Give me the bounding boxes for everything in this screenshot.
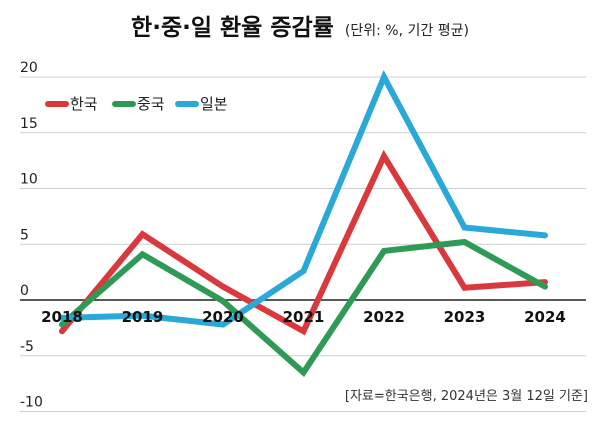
- chart-title-group: 한·중·일 환율 증감률 (단위: %, 기간 평균): [131, 15, 469, 41]
- chart-title: 한·중·일 환율 증감률: [131, 15, 334, 41]
- y-tick-label: 10: [20, 172, 38, 188]
- source-note: [자료=한국은행, 2024년은 3월 12일 기준]: [345, 388, 588, 404]
- y-axis-ticks: 20 15 10 5 0 -5 -10: [20, 60, 43, 411]
- x-tick-label: 2024: [524, 308, 566, 326]
- series-lines: [59, 69, 548, 378]
- y-tick-label: 5: [20, 227, 29, 243]
- x-tick-label: 2019: [122, 308, 164, 326]
- y-tick-label: 15: [20, 116, 38, 132]
- legend-label: 한국: [70, 95, 98, 113]
- x-tick-label: 2022: [363, 308, 405, 326]
- x-tick-label: 2021: [283, 308, 325, 326]
- y-tick-label: -10: [20, 395, 43, 411]
- x-tick-label: 2023: [444, 308, 486, 326]
- x-tick-label: 2018: [41, 308, 83, 326]
- legend: 한국 중국 일본: [45, 95, 228, 113]
- legend-label: 일본: [200, 95, 228, 113]
- y-tick-label: 0: [20, 283, 29, 299]
- x-tick-label: 2020: [202, 308, 244, 326]
- legend-label: 중국: [137, 95, 165, 113]
- y-tick-label: 20: [20, 60, 38, 76]
- x-axis-ticks: 2018 2019 2020 2021 2022 2023 2024: [41, 308, 566, 326]
- y-tick-label: -5: [20, 339, 34, 355]
- chart-subtitle: (단위: %, 기간 평균): [345, 23, 469, 39]
- gridlines: [20, 76, 586, 412]
